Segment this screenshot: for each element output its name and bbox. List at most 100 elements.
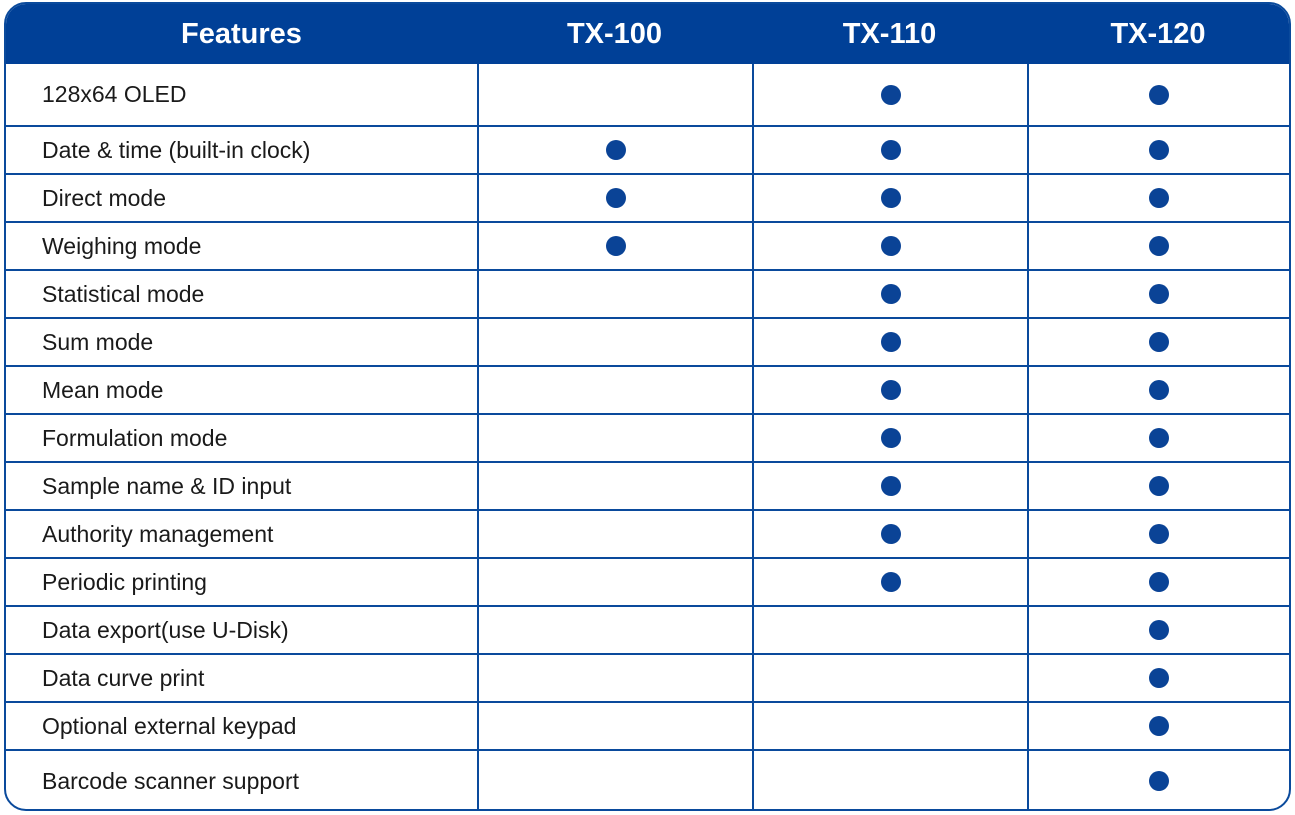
feature-name: Authority management: [42, 520, 274, 547]
support-cell-tx-110: [752, 703, 1027, 749]
supported-dot-icon: [1149, 188, 1169, 208]
support-cell-tx-120: [1027, 415, 1289, 461]
feature-name: Sum mode: [42, 328, 154, 355]
supported-dot-icon: [880, 476, 901, 496]
support-cell-tx-100: [477, 223, 752, 269]
support-cell-tx-110: [752, 607, 1027, 653]
feature-name: 128x64 OLED: [42, 81, 187, 107]
feature-comparison-table: Features TX-100 TX-110 TX-120 128x64 OLE…: [4, 2, 1291, 811]
support-cell-tx-100: [477, 559, 752, 605]
feature-name: Data curve print: [42, 664, 205, 691]
header-tx-100: TX-100: [566, 17, 663, 50]
support-cell-tx-120: [1027, 223, 1289, 269]
supported-dot-icon: [880, 236, 901, 256]
header-tx-110: TX-110: [842, 17, 937, 50]
supported-dot-icon: [880, 84, 901, 105]
supported-dot-icon: [1149, 380, 1169, 400]
supported-dot-icon: [880, 140, 901, 160]
table-row: Mean mode: [6, 365, 1289, 413]
support-cell-tx-120: [1027, 319, 1289, 365]
supported-dot-icon: [880, 428, 901, 448]
support-cell-tx-120: [1027, 127, 1289, 173]
supported-dot-icon: [1149, 332, 1169, 352]
support-cell-tx-100: [477, 415, 752, 461]
support-cell-tx-100: [477, 463, 752, 509]
supported-dot-icon: [605, 140, 626, 160]
table-header: Features TX-100 TX-110 TX-120: [6, 4, 1289, 64]
support-cell-tx-100: [477, 655, 752, 701]
table-row: Authority management: [6, 509, 1289, 557]
supported-dot-icon: [1149, 236, 1169, 256]
feature-name: Statistical mode: [42, 280, 205, 307]
table-body: 128x64 OLED Date & time (built-in clock) D…: [6, 64, 1289, 809]
support-cell-tx-110: [752, 64, 1027, 125]
table-row: Optional external keypad: [6, 701, 1289, 749]
support-cell-tx-120: [1027, 463, 1289, 509]
support-cell-tx-120: [1027, 175, 1289, 221]
support-cell-tx-110: [752, 463, 1027, 509]
header-features: Features: [181, 17, 302, 50]
support-cell-tx-120: [1027, 607, 1289, 653]
table-row: Weighing mode: [6, 221, 1289, 269]
support-cell-tx-100: [477, 64, 752, 125]
table-row: Sum mode: [6, 317, 1289, 365]
supported-dot-icon: [880, 524, 901, 544]
feature-name: Sample name & ID input: [42, 472, 292, 499]
support-cell-tx-110: [752, 511, 1027, 557]
supported-dot-icon: [605, 236, 626, 256]
header-tx-120: TX-120: [1110, 17, 1206, 50]
supported-dot-icon: [1149, 524, 1169, 544]
support-cell-tx-100: [477, 751, 752, 809]
supported-dot-icon: [880, 332, 901, 352]
support-cell-tx-110: [752, 415, 1027, 461]
feature-name: Periodic printing: [42, 568, 207, 595]
feature-name: Optional external keypad: [42, 712, 297, 739]
support-cell-tx-110: [752, 655, 1027, 701]
support-cell-tx-110: [752, 367, 1027, 413]
supported-dot-icon: [1149, 476, 1169, 496]
support-cell-tx-120: [1027, 703, 1289, 749]
supported-dot-icon: [605, 188, 626, 208]
supported-dot-icon: [880, 380, 901, 400]
supported-dot-icon: [1149, 428, 1169, 448]
support-cell-tx-120: [1027, 655, 1289, 701]
feature-name: Weighing mode: [42, 232, 202, 259]
support-cell-tx-120: [1027, 271, 1289, 317]
support-cell-tx-120: [1027, 511, 1289, 557]
support-cell-tx-110: [752, 319, 1027, 365]
support-cell-tx-100: [477, 319, 752, 365]
feature-name: Barcode scanner support: [42, 767, 299, 794]
support-cell-tx-100: [477, 511, 752, 557]
supported-dot-icon: [1149, 771, 1169, 791]
support-cell-tx-110: [752, 175, 1027, 221]
supported-dot-icon: [880, 284, 901, 304]
feature-name: Date & time (built-in clock): [42, 136, 311, 163]
supported-dot-icon: [1149, 716, 1169, 736]
support-cell-tx-110: [752, 751, 1027, 809]
table-row: Barcode scanner support: [6, 749, 1289, 809]
supported-dot-icon: [880, 188, 901, 208]
feature-name: Data export(use U-Disk): [42, 616, 289, 643]
supported-dot-icon: [1149, 140, 1169, 160]
table-row: Direct mode: [6, 173, 1289, 221]
support-cell-tx-120: [1027, 367, 1289, 413]
table-row: Statistical mode: [6, 269, 1289, 317]
table-row: Data curve print: [6, 653, 1289, 701]
supported-dot-icon: [1149, 620, 1169, 640]
feature-name: Direct mode: [42, 184, 166, 211]
supported-dot-icon: [880, 572, 901, 592]
supported-dot-icon: [1149, 572, 1169, 592]
supported-dot-icon: [1149, 284, 1169, 304]
support-cell-tx-110: [752, 223, 1027, 269]
feature-name: Mean mode: [42, 376, 164, 403]
support-cell-tx-120: [1027, 64, 1289, 125]
table-row: Data export(use U-Disk): [6, 605, 1289, 653]
supported-dot-icon: [1149, 84, 1169, 105]
support-cell-tx-100: [477, 607, 752, 653]
support-cell-tx-120: [1027, 559, 1289, 605]
supported-dot-icon: [1149, 668, 1169, 688]
table-row: Formulation mode: [6, 413, 1289, 461]
support-cell-tx-110: [752, 559, 1027, 605]
support-cell-tx-110: [752, 127, 1027, 173]
support-cell-tx-100: [477, 367, 752, 413]
